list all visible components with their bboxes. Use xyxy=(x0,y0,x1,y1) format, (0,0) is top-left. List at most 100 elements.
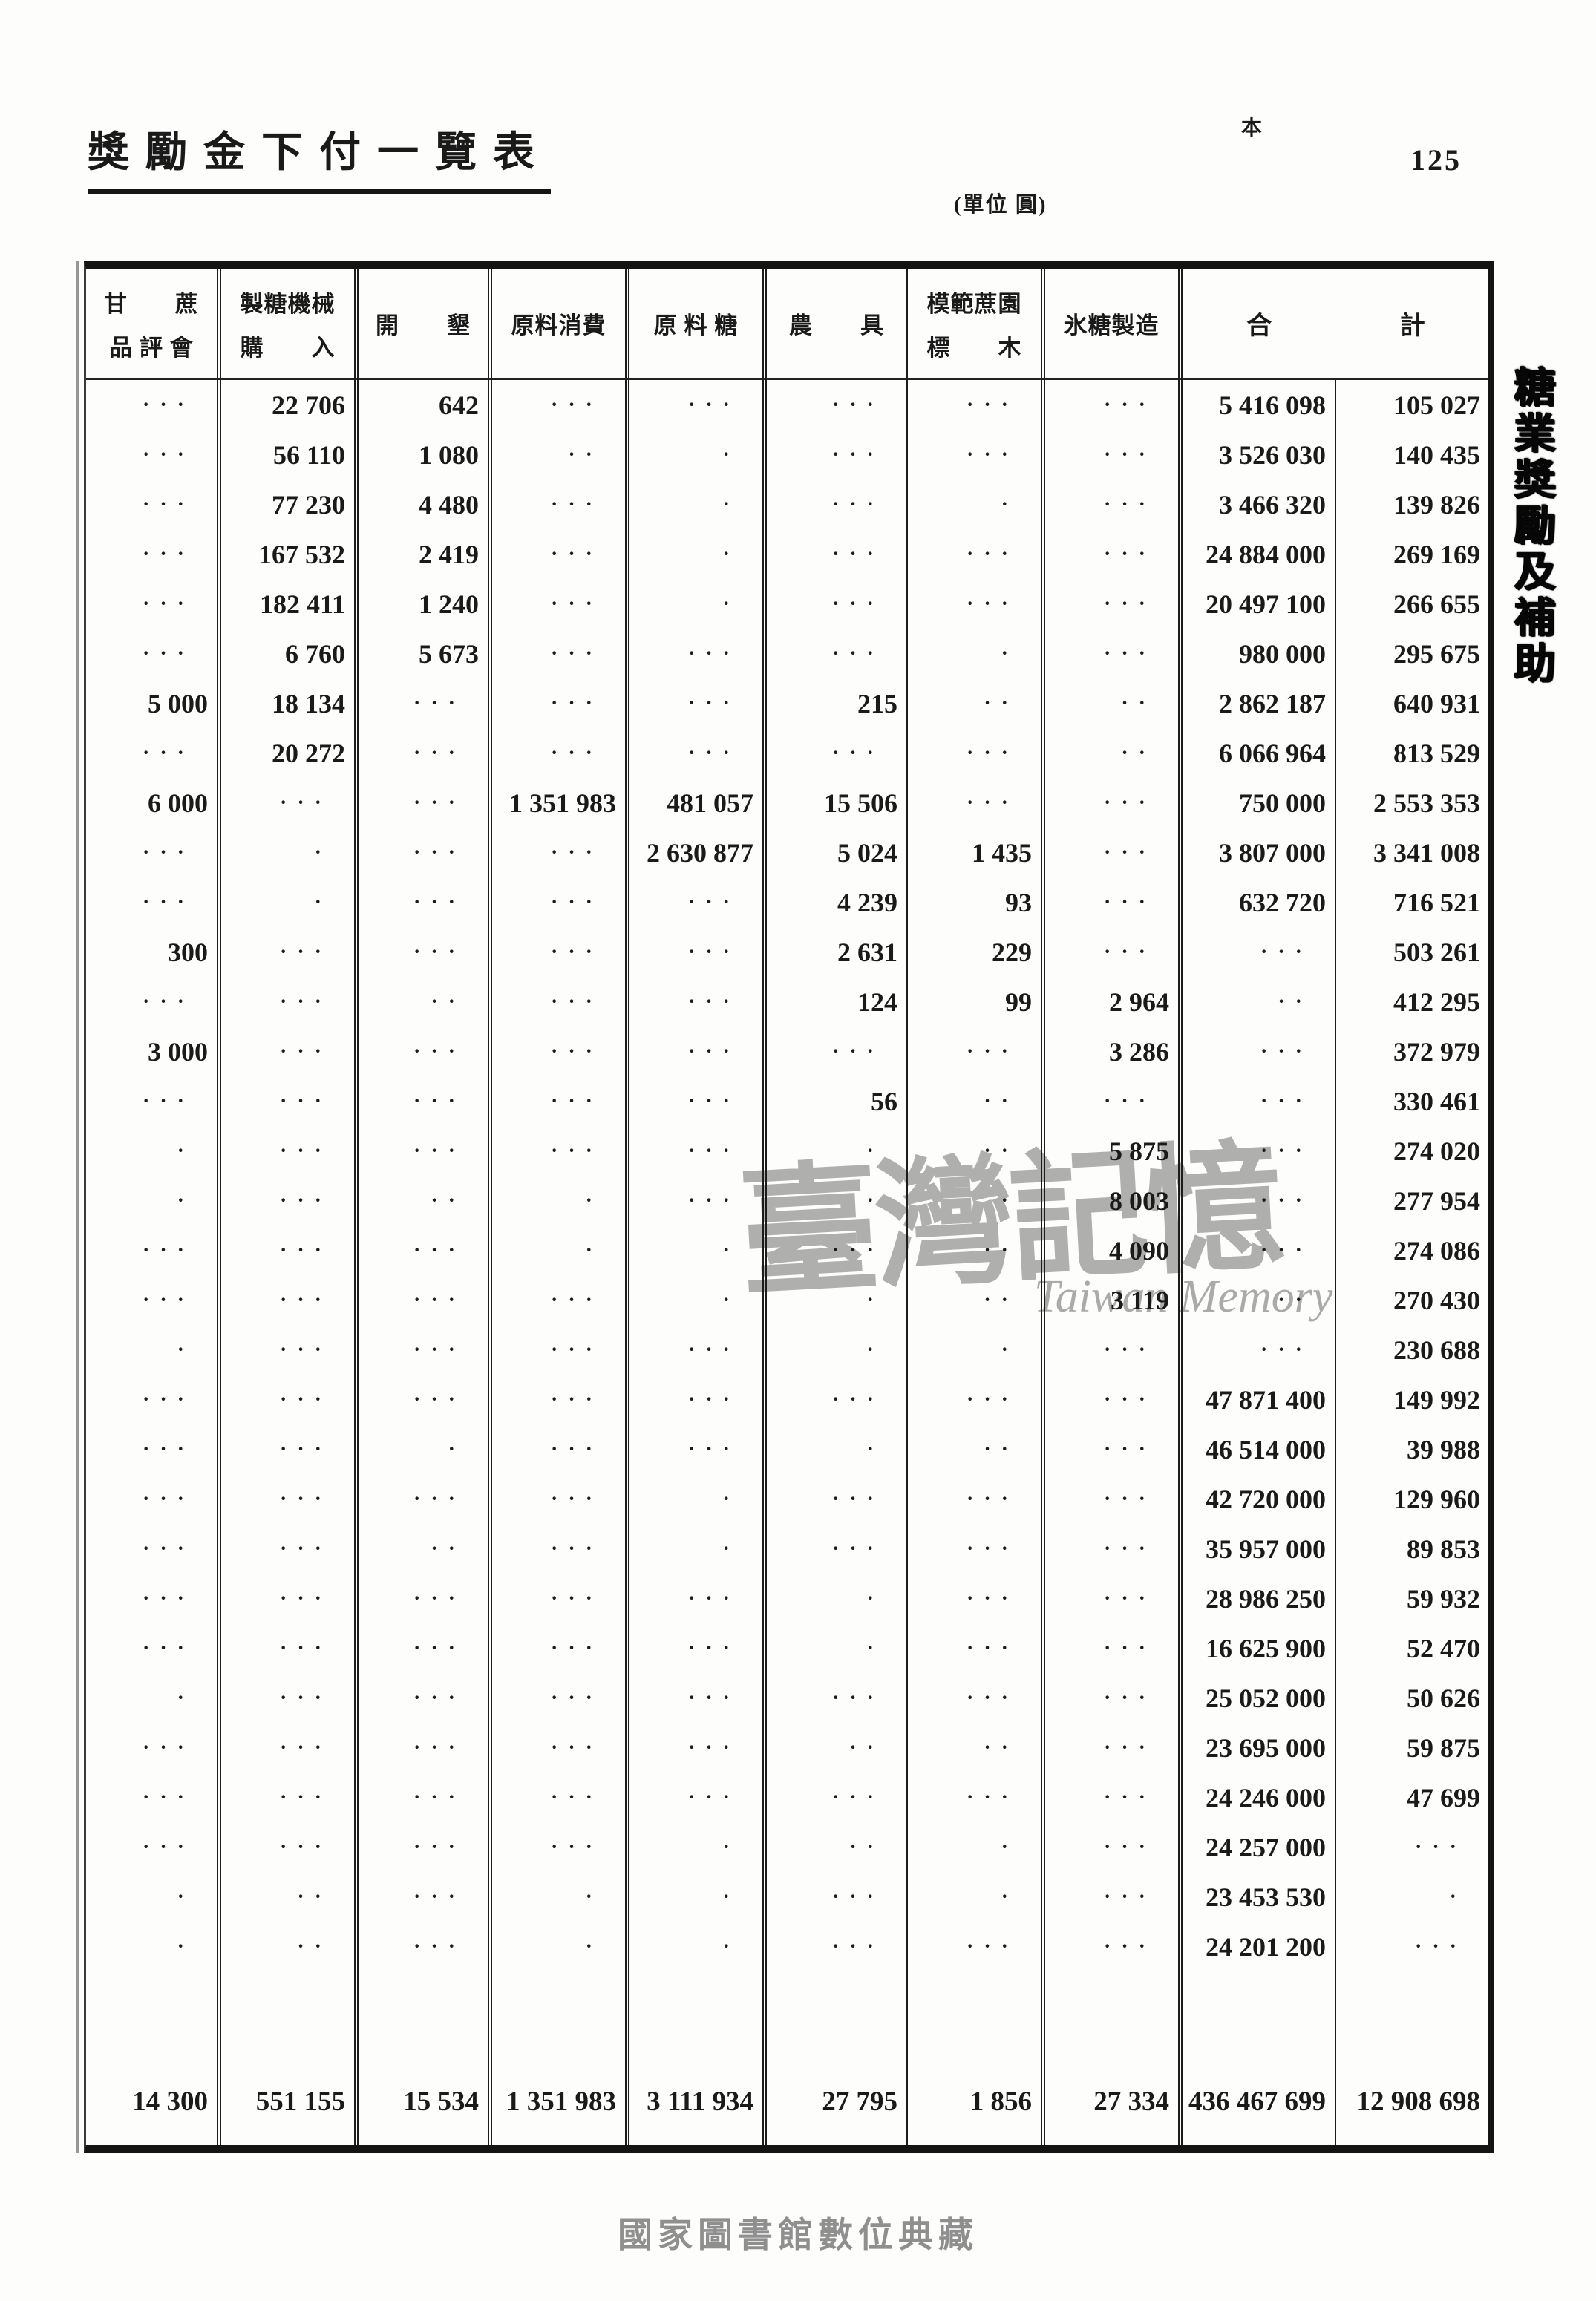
cell: ··· xyxy=(908,1773,1045,1822)
cell xyxy=(1336,1971,1489,2058)
cell: · xyxy=(629,479,767,529)
cell: ·· xyxy=(359,1524,492,1574)
header-line: 開 墾 xyxy=(376,312,471,338)
cell: · xyxy=(1449,1885,1467,1908)
cell: 2 630 877 xyxy=(629,828,767,877)
cell: ··· xyxy=(1045,479,1183,529)
header-rock-sugar-manufacture: 氷糖製造 xyxy=(1045,269,1183,378)
cell: 274 020 xyxy=(1393,1136,1480,1166)
header-line: 標 木 xyxy=(926,334,1022,361)
cell: ··· xyxy=(492,1424,629,1474)
cell: 813 529 xyxy=(1393,738,1480,768)
cell: ··· xyxy=(1183,1176,1336,1225)
cell: ··· xyxy=(492,1275,629,1325)
cell: ·· xyxy=(359,1176,492,1225)
cell: ··· xyxy=(221,1325,359,1375)
cell: ·· xyxy=(221,1922,359,1971)
cell xyxy=(86,1971,221,2058)
cell: ··· xyxy=(767,1773,908,1822)
cell: 3 119 xyxy=(1045,1275,1183,1325)
header-land-clearing: 開 墾 xyxy=(359,269,492,378)
cell: ··· xyxy=(767,430,908,479)
cell: 149 992 xyxy=(1393,1384,1480,1415)
cell: ·· xyxy=(1045,728,1183,778)
cell: ··· xyxy=(86,380,221,430)
cell: ··· xyxy=(1045,927,1183,977)
cell: ··· xyxy=(86,1723,221,1773)
header-grand-total: 合 計 xyxy=(1183,269,1489,378)
table-row: ··· 6 760 5 673 ··· ··· ··· · ··· 980 000 295 675 xyxy=(86,629,1488,678)
cell: ··· xyxy=(221,1076,359,1126)
cell: ··· xyxy=(359,678,492,728)
cell: 93 xyxy=(908,877,1045,927)
cell: · xyxy=(629,579,767,629)
cell: 15 506 xyxy=(767,778,908,828)
cell: ··· xyxy=(492,529,629,579)
header-line: 購 入 xyxy=(240,334,336,361)
table-row: ··· ··· · ··· ··· · ·· ··· 46 514 000 39 988 xyxy=(86,1424,1488,1474)
cell: ··· xyxy=(221,1723,359,1773)
cell: ··· xyxy=(908,1375,1045,1424)
header-total-left: 合 xyxy=(1246,312,1272,340)
header-model-plantation-markers: 模範蔗園 標 木 xyxy=(908,269,1045,378)
cell: 28 986 250 xyxy=(1183,1574,1336,1623)
table-row: ··· 167 532 2 419 ··· · ··· ··· ··· 24 884 000 26… xyxy=(86,529,1488,579)
cell: 23 453 530 xyxy=(1183,1872,1336,1922)
header-machinery-purchase: 製糖機械 購 入 xyxy=(221,269,359,378)
cell: 5 000 xyxy=(86,678,221,728)
cell: ··· xyxy=(908,1922,1045,1971)
cell: ··· xyxy=(629,1673,767,1723)
cell: ··· xyxy=(1045,1524,1183,1574)
cell: ··· xyxy=(767,1375,908,1424)
cell: 35 957 000 xyxy=(1183,1524,1336,1574)
cell: 42 720 000 xyxy=(1183,1474,1336,1524)
cell: 24 201 200 xyxy=(1183,1922,1336,1971)
cell: ··· xyxy=(221,1375,359,1424)
cell: 4 239 xyxy=(767,877,908,927)
cell: ··· xyxy=(359,1325,492,1375)
table-row: ··· 22 706 642 ··· ··· ··· ··· ··· 5 416 098 105 … xyxy=(86,380,1488,430)
cell: ··· xyxy=(492,1673,629,1723)
cell: 18 134 xyxy=(221,678,359,728)
cell: 266 655 xyxy=(1393,589,1480,619)
cell: ·· xyxy=(359,977,492,1027)
table-row: ··· ··· ··· ··· ··· · ··· ··· 28 986 250 59 932 xyxy=(86,1574,1488,1623)
cell: · xyxy=(767,1275,908,1325)
cell: ··· xyxy=(221,1623,359,1673)
cell: 12 908 698 xyxy=(1356,2086,1481,2117)
cell: 105 027 xyxy=(1393,390,1480,420)
cell: ··· xyxy=(359,1773,492,1822)
cell: · xyxy=(86,1922,221,1971)
cell: 2 553 353 xyxy=(1373,788,1480,818)
table-row: 6 000 ··· ··· 1 351 983 481 057 15 506 ··· ··· 7… xyxy=(86,778,1488,828)
cell: ··· xyxy=(86,877,221,927)
cell: ··· xyxy=(1045,1723,1183,1773)
cell: ··· xyxy=(359,1872,492,1922)
header-line: 農 具 xyxy=(789,312,884,338)
cell: ··· xyxy=(221,1673,359,1723)
cell: 2 964 xyxy=(1045,977,1183,1027)
cell: ··· xyxy=(629,1325,767,1375)
cell: ··· xyxy=(629,1773,767,1822)
table-row: ··· ··· ··· ··· ··· · ··· ··· 16 625 900 52 470 xyxy=(86,1623,1488,1673)
table-body: ··· 22 706 642 ··· ··· ··· ··· ··· 5 416 098 105 … xyxy=(86,380,1488,2145)
cell: 503 261 xyxy=(1393,937,1480,967)
cell: ··· xyxy=(1045,1623,1183,1673)
cell: ··· xyxy=(359,1275,492,1325)
cell: · xyxy=(767,1126,908,1176)
cell: 3 807 000 xyxy=(1183,828,1336,877)
cell: 1 856 xyxy=(908,2058,1045,2145)
cell: 716 521 xyxy=(1393,887,1480,917)
cell: ··· xyxy=(359,778,492,828)
cell: ··· xyxy=(359,1922,492,1971)
table-row: 5 000 18 134 ··· ··· ··· 215 ·· ·· 2 862 187 640 … xyxy=(86,678,1488,728)
cell: · xyxy=(86,1673,221,1723)
cell: · xyxy=(492,1872,629,1922)
cell: ··· xyxy=(1045,1922,1183,1971)
cell: ··· xyxy=(221,1773,359,1822)
page-number: 125 xyxy=(1410,143,1462,177)
cell: ··· xyxy=(767,1673,908,1723)
cell: 50 626 xyxy=(1407,1683,1480,1713)
table-row: ··· ··· ··· ··· · ··· ··· ··· 42 720 000 129 960 xyxy=(86,1474,1488,1524)
cell: 1 435 xyxy=(908,828,1045,877)
